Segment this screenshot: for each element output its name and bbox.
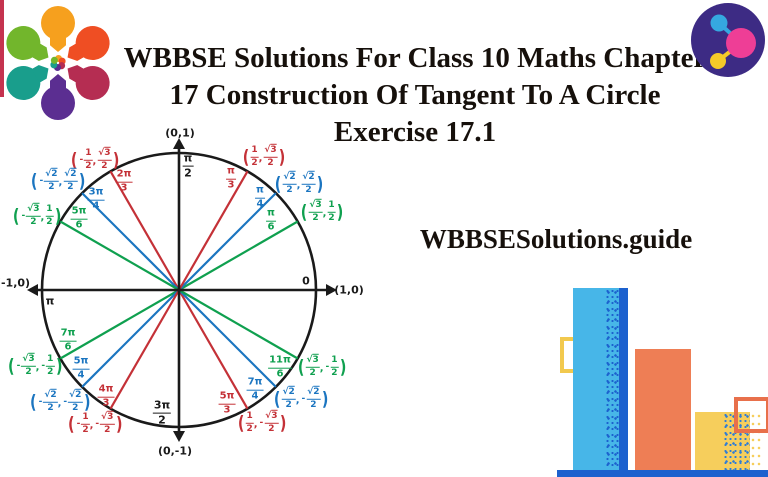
quadrant-angle-label: π [45, 294, 55, 308]
angle-label: 3π 4 [87, 186, 105, 212]
angle-line-315 [178, 289, 277, 388]
angle-label: 5π 3 [218, 390, 236, 416]
angle-line-135 [81, 192, 180, 291]
coordinate-label: (√2 2, - √2 2) [273, 386, 329, 410]
angle-line-240 [109, 289, 180, 410]
coordinate-label: (- √3 2, 1 2) [12, 203, 62, 227]
angle-line-330 [178, 289, 299, 360]
title-line-2: 17 Construction Of Tangent To A Circle [169, 79, 661, 111]
title-line-1: WBBSE Solutions For Class 10 Maths Chapt… [123, 42, 707, 74]
coordinate-label: (√2 2, √2 2) [274, 171, 324, 195]
share-icon-node-top [710, 14, 728, 32]
coordinate-label: (√3 2, 1 2) [300, 199, 344, 223]
angle-label: 5π 4 [72, 355, 90, 381]
coordinate-label: (-1 2, √3 2) [70, 147, 120, 171]
axis-arrow-down [173, 431, 185, 442]
coordinate-label: (1 2, - √3 2) [237, 410, 287, 434]
left-accent-stripe [0, 0, 4, 97]
angle-label: 2π 3 [115, 168, 133, 194]
bar-speckle-texture [604, 288, 628, 470]
angle-line-30 [178, 220, 299, 291]
coordinate-label: (-1 2, - √3 2) [67, 411, 123, 435]
bar-speckle-texture [722, 412, 750, 470]
decor-baseline [557, 470, 768, 477]
decor-square [560, 337, 596, 373]
angle-label: 5π 6 [70, 205, 88, 231]
unit-circle-outline [40, 151, 318, 429]
coordinate-label: (- √2 2, - √2 2) [29, 389, 91, 413]
quadrant-angle-label: 0 [302, 274, 310, 288]
share-icon-node-bottom [710, 53, 726, 69]
bar-outer-speckle [750, 412, 763, 470]
angle-line-60 [178, 170, 249, 291]
angle-line-300 [178, 289, 249, 410]
axis-point-label: (0,-1) [157, 444, 193, 458]
share-icon [691, 3, 765, 77]
coordinate-label: (- √3 2, -1 2) [7, 353, 63, 377]
angle-label: 7π 6 [59, 327, 77, 353]
angle-line-120 [109, 170, 180, 291]
angle-label: 4π 3 [97, 383, 115, 409]
title-line-3: Exercise 17.1 [333, 116, 497, 148]
decor-square [734, 397, 768, 433]
coordinate-label: (- √2 2, √2 2) [30, 168, 86, 192]
flower-logo-icon [0, 3, 116, 123]
axis-arrow-left [27, 284, 38, 296]
angle-label: 11π 6 [268, 354, 292, 380]
coordinate-label: (√3 2, -1 2) [297, 354, 347, 378]
axis-point-label: (1,0) [334, 283, 364, 297]
angle-label: 7π 4 [246, 376, 264, 402]
decor-bar [695, 412, 763, 470]
angle-line-45 [178, 192, 277, 291]
decor-bar [635, 349, 691, 470]
decor-bar [573, 288, 628, 470]
angle-line-150 [59, 220, 180, 291]
axis-point-label: (-1,0) [0, 276, 31, 290]
axis-arrow-right [326, 284, 337, 296]
watermark-text: WBBSESolutions.guide [419, 224, 693, 254]
share-icon-hub [726, 28, 756, 58]
quadrant-angle-label: 3π 2 [152, 398, 172, 427]
angle-line-225 [81, 289, 180, 388]
angle-line-210 [59, 289, 180, 360]
page-title: WBBSE Solutions For Class 10 Maths Chapt… [115, 40, 715, 151]
bar-dark-edge [619, 288, 628, 470]
